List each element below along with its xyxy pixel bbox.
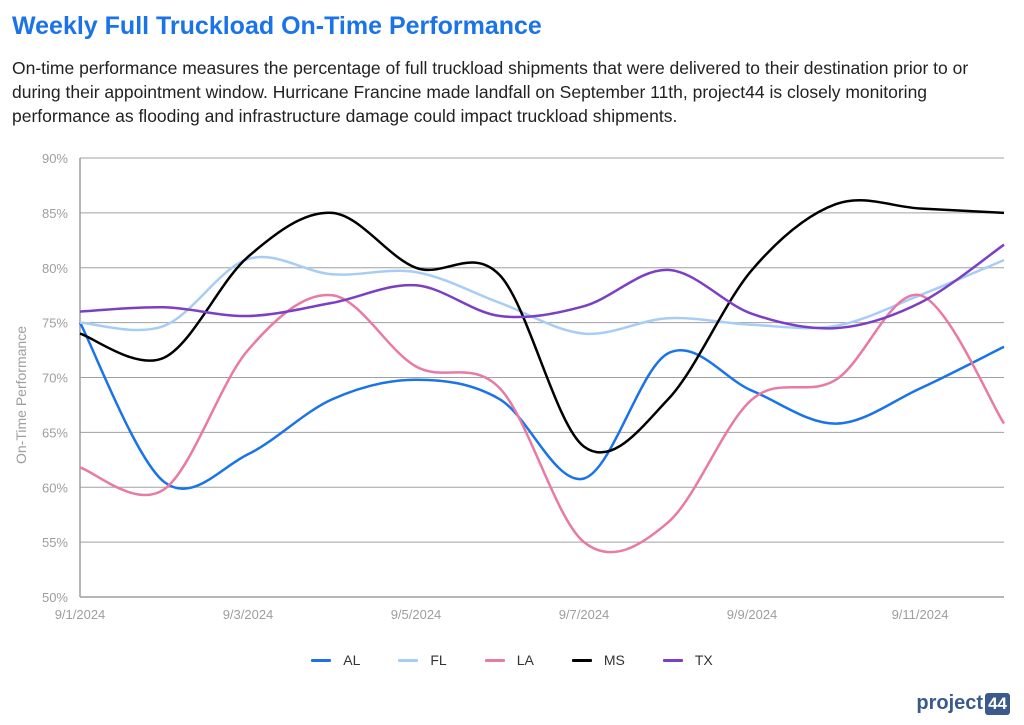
series-line-fl	[79, 255, 1005, 336]
legend-swatch	[484, 658, 505, 662]
x-tick-label: 9/11/2024	[892, 607, 949, 622]
logo-text: project	[916, 692, 984, 714]
y-tick-label: 55%	[42, 535, 68, 550]
x-tick-label: 9/3/2024	[223, 607, 274, 622]
y-tick-label: 75%	[42, 316, 68, 331]
series-line-la	[79, 293, 1006, 554]
line-chart: 50% 55% 60% 65% 70% 75% 80% 85% 90% 9/1/2024 9/3/…	[13, 151, 1006, 622]
chart-legend: AL FL LA MS TX	[0, 652, 1024, 668]
legend-swatch	[571, 658, 592, 662]
y-axis-ticks: 50% 55% 60% 65% 70% 75% 80% 85% 90%	[42, 151, 68, 605]
legend-swatch	[398, 658, 419, 662]
legend-label: MS	[603, 652, 625, 668]
legend-item-la: LA	[484, 652, 534, 668]
legend-label: LA	[516, 652, 534, 668]
x-tick-label: 9/5/2024	[391, 607, 442, 622]
y-tick-label: 60%	[42, 480, 68, 495]
chart-title: Weekly Full Truckload On-Time Performanc…	[12, 12, 542, 40]
legend-swatch	[311, 658, 332, 662]
series-line-ms	[79, 199, 1005, 454]
y-tick-label: 65%	[42, 425, 68, 440]
y-tick-label: 70%	[42, 371, 68, 386]
legend-label: AL	[343, 652, 361, 668]
series-line-al	[78, 322, 1005, 490]
y-tick-label: 85%	[42, 206, 68, 221]
legend-item-ms: MS	[571, 652, 625, 668]
series-lines	[78, 199, 1006, 554]
y-tick-label: 80%	[42, 261, 68, 276]
chart-description: On-time performance measures the percent…	[12, 58, 969, 126]
x-tick-label: 9/9/2024	[727, 607, 778, 622]
y-axis-label: On-Time Performance	[13, 326, 29, 464]
y-tick-label: 50%	[42, 590, 68, 605]
logo-badge: 44	[985, 692, 1010, 715]
legend-label: TX	[694, 652, 713, 668]
project44-logo: project 44	[916, 692, 1010, 715]
grid-lines	[79, 157, 1004, 598]
x-tick-label: 9/7/2024	[559, 607, 610, 622]
legend-label: FL	[430, 652, 447, 668]
legend-item-tx: TX	[662, 652, 713, 668]
x-tick-label: 9/1/2024	[55, 607, 106, 622]
legend-item-al: AL	[311, 652, 360, 668]
y-tick-label: 90%	[42, 151, 68, 166]
legend-item-fl: FL	[398, 652, 447, 668]
series-line-tx	[79, 243, 1005, 330]
x-axis-ticks: 9/1/2024 9/3/2024 9/5/2024 9/7/2024 9/9/2024…	[55, 607, 949, 622]
legend-swatch	[662, 658, 683, 662]
